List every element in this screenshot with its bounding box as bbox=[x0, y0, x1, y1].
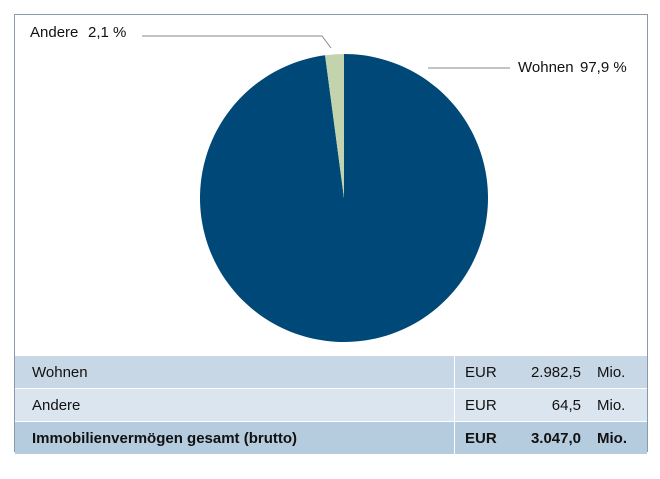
slice-label: Wohnen bbox=[518, 59, 574, 76]
table-cell: Wohnen bbox=[15, 355, 455, 389]
table-cell: EUR bbox=[454, 355, 505, 389]
table-cell: 3.047,0 bbox=[505, 421, 581, 454]
table-cell: 64,5 bbox=[505, 388, 581, 422]
table-cell: Mio. bbox=[581, 388, 647, 422]
table-cell: Mio. bbox=[581, 421, 647, 454]
table-cell: Mio. bbox=[581, 355, 647, 389]
pie-slice bbox=[200, 54, 489, 342]
table-cell: Immobilienvermögen gesamt (brutto) bbox=[15, 421, 455, 454]
chart: Wohnen 97,9 % Andere 2,1 % bbox=[30, 24, 627, 342]
table-cell: Andere bbox=[15, 388, 455, 422]
pie-slice bbox=[325, 54, 344, 198]
table-row: Immobilienvermögen gesamt (brutto) EUR 3.0… bbox=[15, 421, 647, 454]
table-row: Wohnen EUR 2.982,5 Mio. bbox=[15, 355, 647, 389]
slice-value-label: 2,1 % bbox=[88, 24, 126, 41]
table-cell: EUR bbox=[454, 388, 505, 422]
slice-label: Andere bbox=[30, 24, 78, 41]
table-row: Andere EUR 64,5 Mio. bbox=[15, 388, 647, 422]
slice-value-label: 97,9 % bbox=[580, 59, 627, 76]
leader-line bbox=[142, 35, 332, 49]
summary-table: Wohnen EUR 2.982,5 Mio. Andere EUR 64,5 Mio. Imm… bbox=[15, 355, 647, 454]
table-cell: 2.982,5 bbox=[505, 355, 581, 389]
table-cell: EUR bbox=[454, 421, 505, 454]
